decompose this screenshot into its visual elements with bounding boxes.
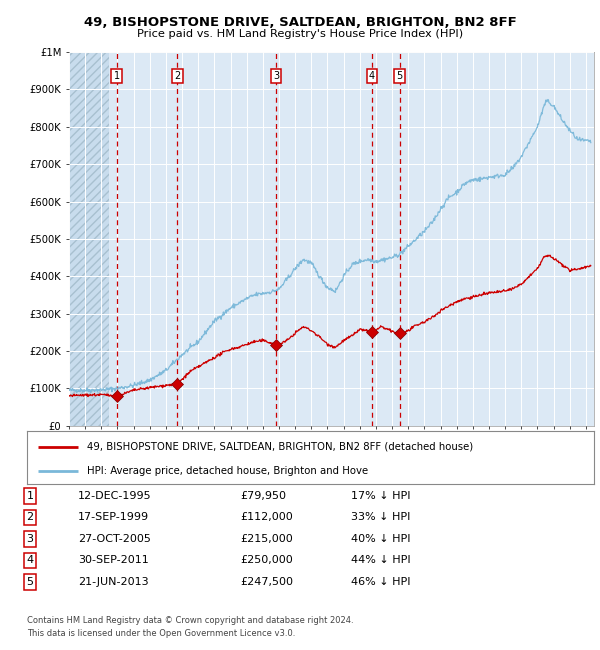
Text: £79,950: £79,950: [240, 491, 286, 501]
Text: 4: 4: [369, 72, 375, 81]
Text: £112,000: £112,000: [240, 512, 293, 523]
Text: 4: 4: [26, 555, 34, 566]
Text: 27-OCT-2005: 27-OCT-2005: [78, 534, 151, 544]
Text: 3: 3: [273, 72, 279, 81]
Text: 1: 1: [113, 72, 120, 81]
Text: Price paid vs. HM Land Registry's House Price Index (HPI): Price paid vs. HM Land Registry's House …: [137, 29, 463, 38]
Text: £215,000: £215,000: [240, 534, 293, 544]
Text: Contains HM Land Registry data © Crown copyright and database right 2024.: Contains HM Land Registry data © Crown c…: [27, 616, 353, 625]
Text: 2: 2: [174, 72, 181, 81]
Text: £247,500: £247,500: [240, 577, 293, 587]
Text: This data is licensed under the Open Government Licence v3.0.: This data is licensed under the Open Gov…: [27, 629, 295, 638]
Text: 3: 3: [26, 534, 34, 544]
Text: 5: 5: [26, 577, 34, 587]
Text: £250,000: £250,000: [240, 555, 293, 566]
Text: 5: 5: [397, 72, 403, 81]
Bar: [69, 52, 109, 426]
Text: 40% ↓ HPI: 40% ↓ HPI: [351, 534, 410, 544]
Text: 21-JUN-2013: 21-JUN-2013: [78, 577, 149, 587]
Text: 17% ↓ HPI: 17% ↓ HPI: [351, 491, 410, 501]
Text: HPI: Average price, detached house, Brighton and Hove: HPI: Average price, detached house, Brig…: [86, 466, 368, 476]
Text: 12-DEC-1995: 12-DEC-1995: [78, 491, 152, 501]
Text: 1: 1: [26, 491, 34, 501]
Text: 17-SEP-1999: 17-SEP-1999: [78, 512, 149, 523]
Text: 30-SEP-2011: 30-SEP-2011: [78, 555, 149, 566]
Text: 33% ↓ HPI: 33% ↓ HPI: [351, 512, 410, 523]
Text: 44% ↓ HPI: 44% ↓ HPI: [351, 555, 410, 566]
Text: 49, BISHOPSTONE DRIVE, SALTDEAN, BRIGHTON, BN2 8FF: 49, BISHOPSTONE DRIVE, SALTDEAN, BRIGHTO…: [83, 16, 517, 29]
Text: 2: 2: [26, 512, 34, 523]
Text: 46% ↓ HPI: 46% ↓ HPI: [351, 577, 410, 587]
Text: 49, BISHOPSTONE DRIVE, SALTDEAN, BRIGHTON, BN2 8FF (detached house): 49, BISHOPSTONE DRIVE, SALTDEAN, BRIGHTO…: [86, 442, 473, 452]
